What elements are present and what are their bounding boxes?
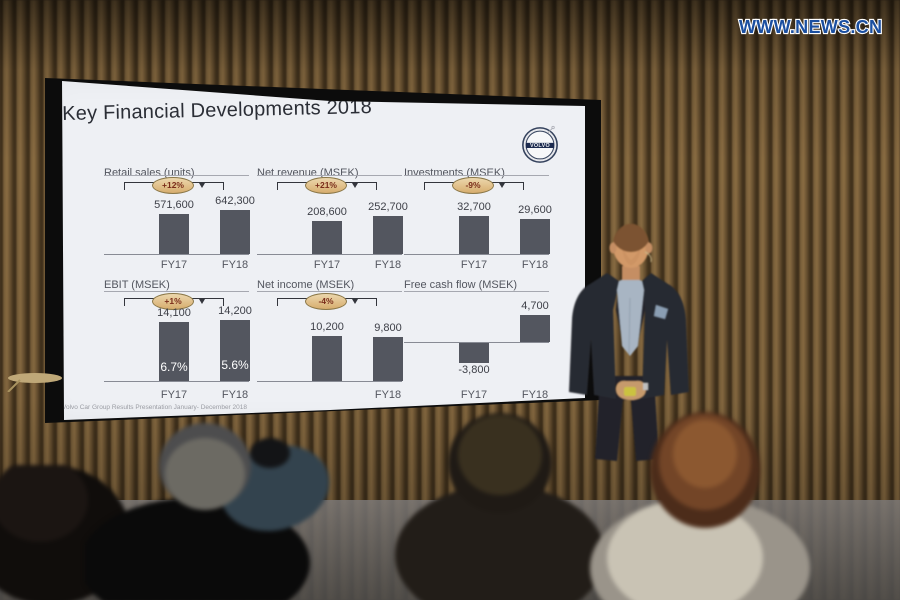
svg-text:VOLVO: VOLVO <box>530 143 550 149</box>
